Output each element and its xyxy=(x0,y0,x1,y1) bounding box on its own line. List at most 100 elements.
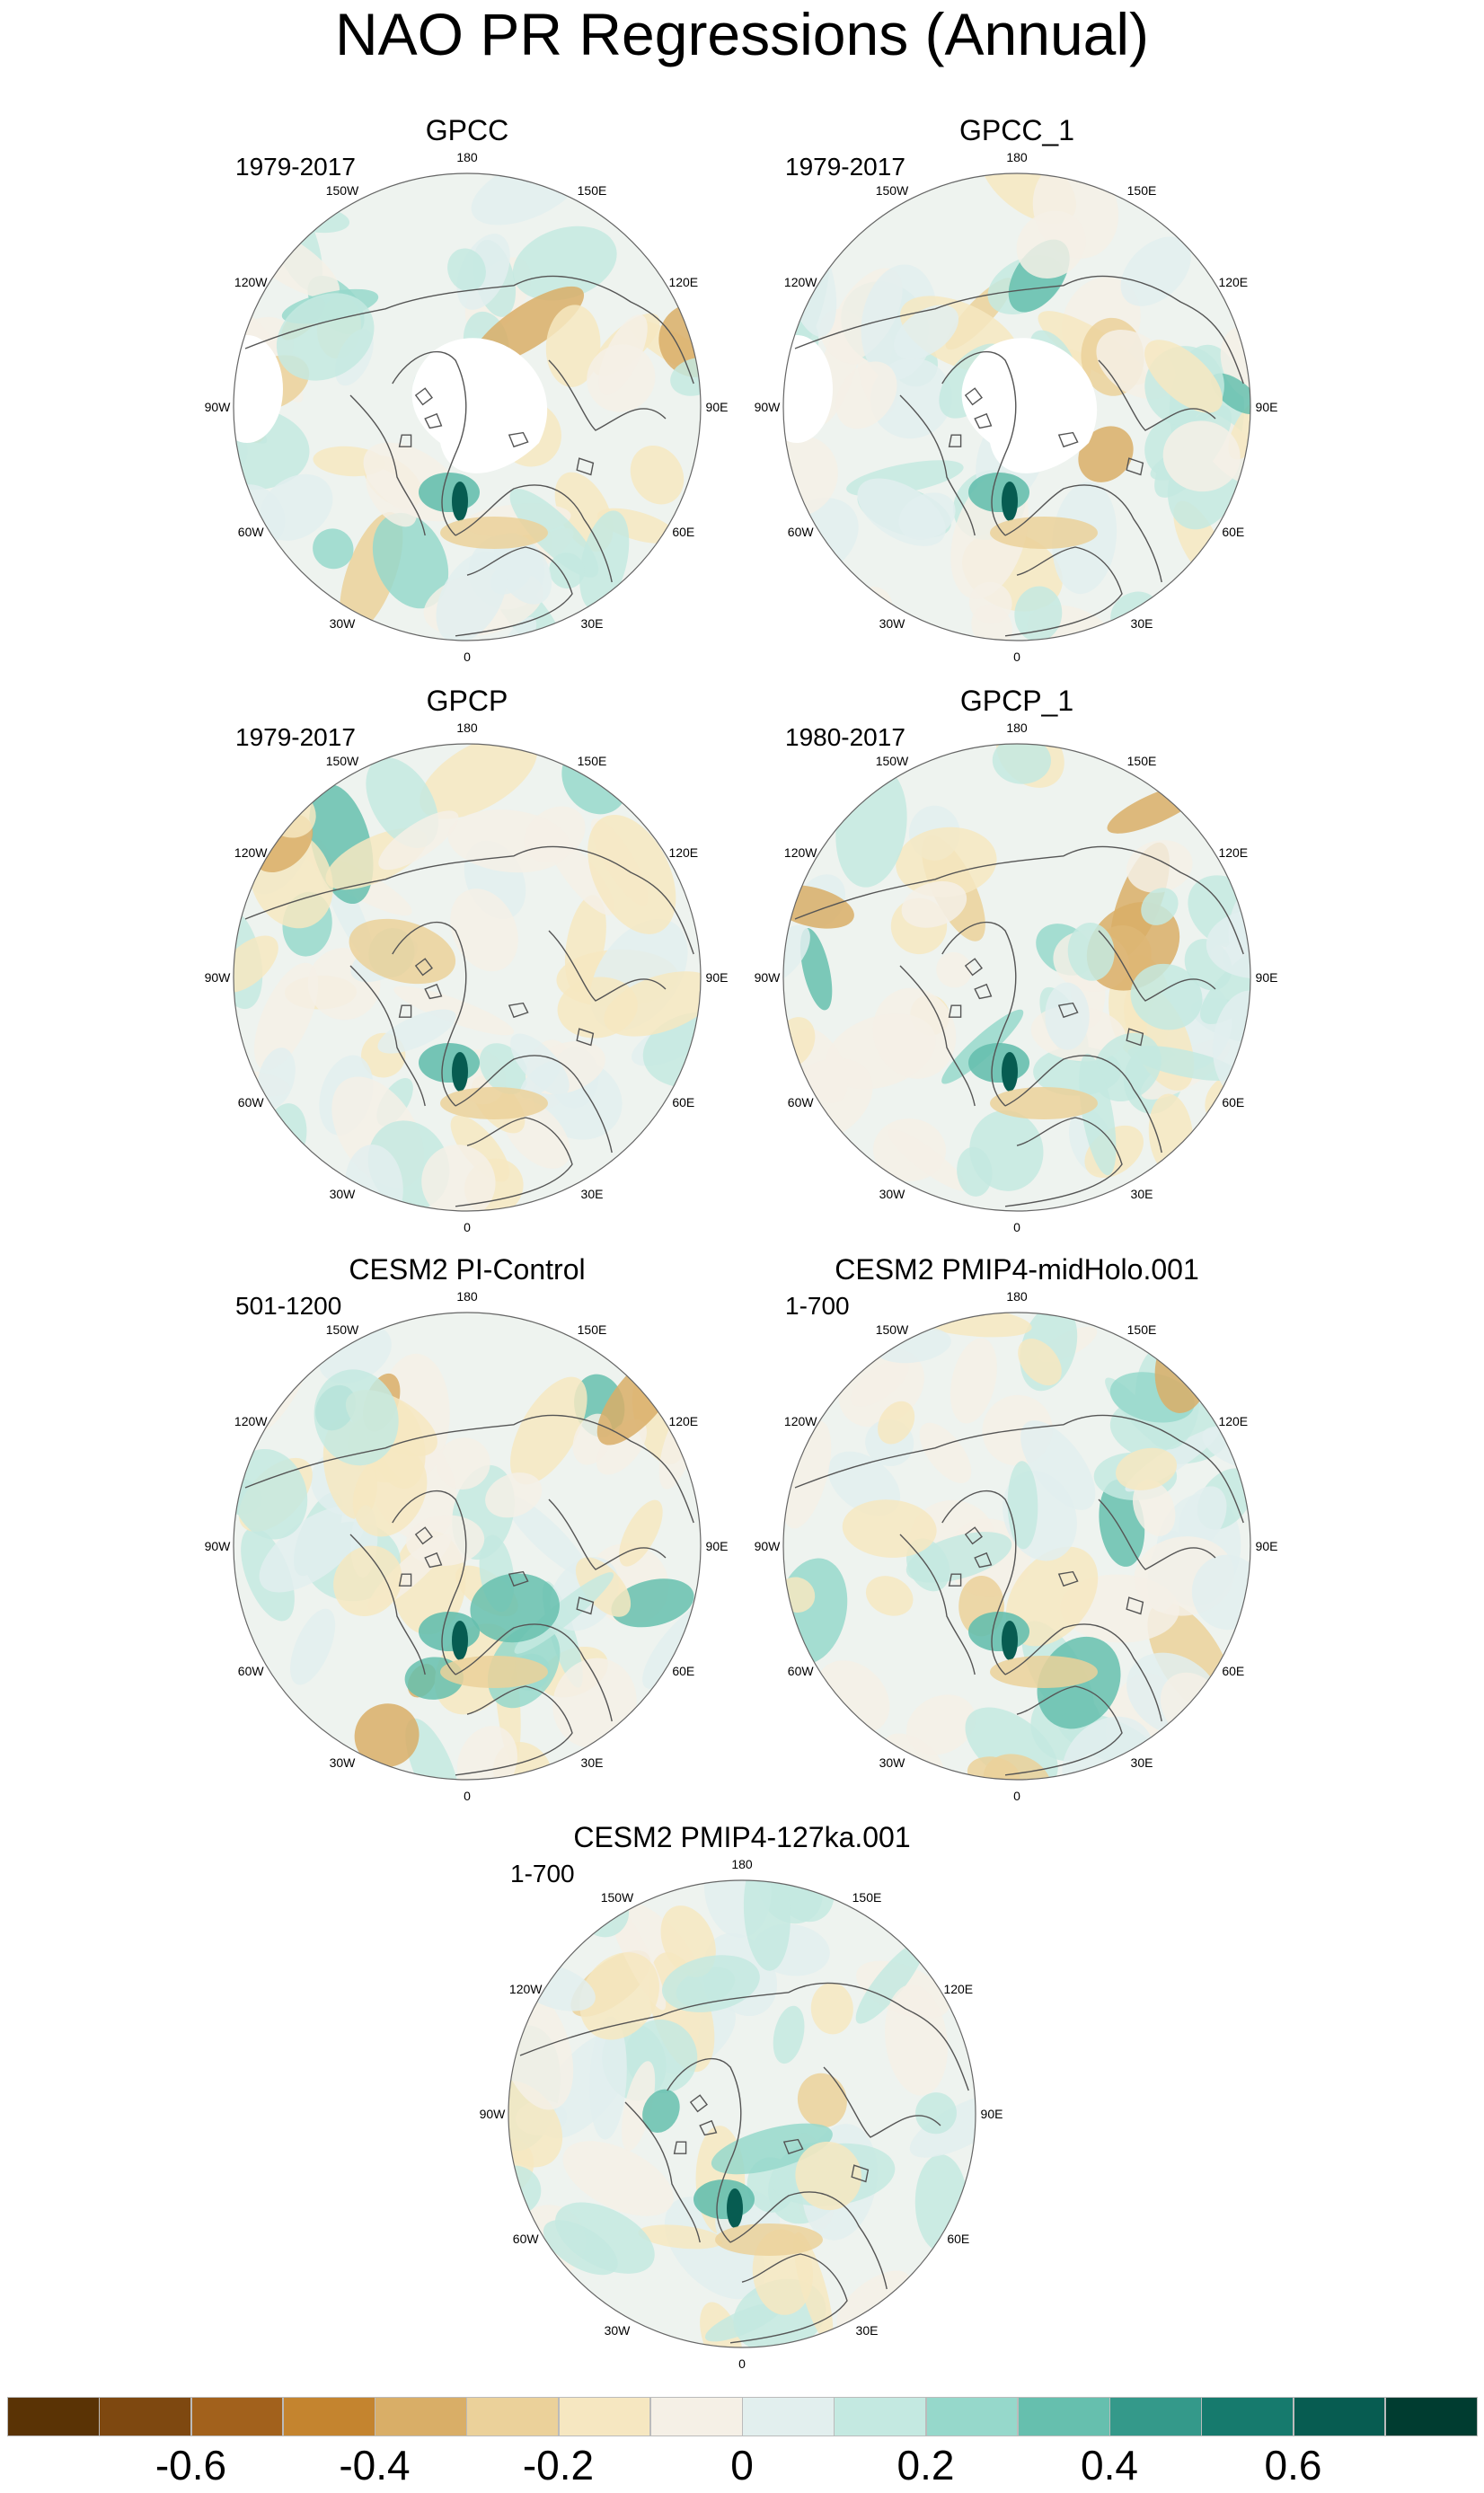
longitude-label: 60W xyxy=(238,1664,265,1678)
longitude-label: 0 xyxy=(1013,1220,1020,1234)
polar-map: 180 150E 120E 90E 60E 30E 0 30W 60W 90W 120W 150W xyxy=(755,720,1278,1234)
map-panel: 180 150E 120E 90E 60E 30E 0 30W 60W 90W 120W 150W CE… xyxy=(464,1819,1020,2371)
panel-title: GPCP_1 xyxy=(959,685,1074,717)
longitude-label: 120W xyxy=(234,845,268,860)
colorbar-swatch xyxy=(1384,2397,1478,2436)
longitude-label: 0 xyxy=(464,1789,471,1803)
longitude-label: 60W xyxy=(788,1095,815,1109)
map-panel: 180 150E 120E 90E 60E 30E 0 30W 60W 90W 120W 150W GP… xyxy=(189,683,746,1234)
longitude-label: 60E xyxy=(1222,1095,1244,1109)
longitude-label: 60E xyxy=(947,2232,969,2246)
longitude-label: 150E xyxy=(578,754,607,768)
colorbar-tick-label: 0.6 xyxy=(1264,2442,1322,2489)
panel-period: 1979-2017 xyxy=(235,723,356,751)
colorbar-swatch xyxy=(834,2397,926,2436)
longitude-label: 30E xyxy=(581,1755,604,1770)
longitude-label: 180 xyxy=(1006,1289,1028,1304)
colorbar-swatch xyxy=(1109,2397,1202,2436)
longitude-label: 60W xyxy=(788,525,815,539)
longitude-label: 30W xyxy=(330,1755,357,1770)
colorbar-swatch xyxy=(190,2397,284,2436)
longitude-label: 0 xyxy=(464,650,471,664)
longitude-label: 150E xyxy=(578,1322,607,1337)
longitude-label: 120E xyxy=(668,275,698,289)
longitude-label: 30W xyxy=(605,2323,632,2338)
longitude-label: 150W xyxy=(876,1322,909,1337)
longitude-label: 30E xyxy=(1131,1187,1153,1201)
longitude-label: 120E xyxy=(943,1982,973,1996)
longitude-label: 90E xyxy=(706,1539,729,1553)
longitude-label: 150W xyxy=(876,754,909,768)
colorbar-swatch xyxy=(375,2397,467,2436)
polar-map: 180 150E 120E 90E 60E 30E 0 30W 60W 90W 120W 150W xyxy=(205,1289,729,1803)
colorbar-swatch xyxy=(649,2397,743,2436)
colorbar-tick-label: -0.6 xyxy=(155,2442,227,2489)
colorbar-swatch xyxy=(1293,2397,1386,2436)
colorbar-swatch xyxy=(742,2397,835,2436)
colorbar-tick-label: -0.4 xyxy=(339,2442,411,2489)
longitude-label: 0 xyxy=(1013,1789,1020,1803)
panel-period: 1-700 xyxy=(510,1860,575,1887)
longitude-label: 60E xyxy=(672,1095,694,1109)
panel-title: CESM2 PMIP4-127ka.001 xyxy=(573,1821,911,1853)
colorbar-swatch xyxy=(558,2397,651,2436)
longitude-label: 0 xyxy=(1013,650,1020,664)
longitude-label: 180 xyxy=(1006,720,1028,735)
longitude-label: 30E xyxy=(1131,616,1153,631)
longitude-label: 150E xyxy=(852,1890,882,1905)
longitude-label: 120W xyxy=(784,1414,817,1428)
longitude-label: 90W xyxy=(205,970,232,985)
panel-period: 1979-2017 xyxy=(235,153,356,181)
longitude-label: 90W xyxy=(755,1539,782,1553)
colorbar-tick-label: 0.2 xyxy=(897,2442,955,2489)
longitude-label: 90E xyxy=(981,2107,1003,2121)
longitude-label: 30W xyxy=(330,1187,357,1201)
polar-map: 180 150E 120E 90E 60E 30E 0 30W 60W 90W 120W 150W xyxy=(205,150,729,664)
colorbar-tick-label: -0.2 xyxy=(522,2442,595,2489)
panel-title: CESM2 PI-Control xyxy=(349,1253,586,1286)
longitude-label: 90E xyxy=(1256,970,1278,985)
longitude-label: 150W xyxy=(601,1890,634,1905)
longitude-label: 90E xyxy=(706,400,729,414)
longitude-label: 150E xyxy=(578,183,607,198)
longitude-label: 150W xyxy=(326,183,359,198)
longitude-label: 60W xyxy=(238,1095,265,1109)
polar-map: 180 150E 120E 90E 60E 30E 0 30W 60W 90W 120W 150W xyxy=(755,150,1278,664)
longitude-label: 120W xyxy=(784,275,817,289)
colorbar-swatch xyxy=(925,2397,1019,2436)
longitude-label: 90W xyxy=(755,400,782,414)
longitude-label: 30E xyxy=(581,1187,604,1201)
polar-map: 180 150E 120E 90E 60E 30E 0 30W 60W 90W 120W 150W xyxy=(205,720,729,1234)
longitude-label: 90W xyxy=(480,2107,507,2121)
longitude-label: 120E xyxy=(668,845,698,860)
longitude-label: 150W xyxy=(326,754,359,768)
map-panel: 180 150E 120E 90E 60E 30E 0 30W 60W 90W 120W 150W CE… xyxy=(738,1251,1295,1803)
map-panel: 180 150E 120E 90E 60E 30E 0 30W 60W 90W 120W 150W GP… xyxy=(189,112,746,664)
colorbar-swatch xyxy=(7,2397,100,2436)
panel-period: 501-1200 xyxy=(235,1292,342,1320)
longitude-label: 60E xyxy=(1222,1664,1244,1678)
panel-title: GPCC xyxy=(425,114,509,146)
polar-map: 180 150E 120E 90E 60E 30E 0 30W 60W 90W 120W 150W xyxy=(480,1857,1003,2371)
longitude-label: 90W xyxy=(205,1539,232,1553)
longitude-label: 30W xyxy=(879,616,906,631)
longitude-label: 150E xyxy=(1127,754,1157,768)
longitude-label: 120W xyxy=(784,845,817,860)
figure-title: NAO PR Regressions (Annual) xyxy=(334,1,1150,67)
longitude-label: 90W xyxy=(205,400,232,414)
longitude-label: 30W xyxy=(330,616,357,631)
longitude-label: 120E xyxy=(1218,845,1248,860)
panel-period: 1979-2017 xyxy=(785,153,905,181)
longitude-label: 120W xyxy=(509,1982,543,1996)
longitude-label: 0 xyxy=(738,2356,746,2371)
longitude-label: 150E xyxy=(1127,1322,1157,1337)
colorbar-tick-label: 0.4 xyxy=(1081,2442,1138,2489)
longitude-label: 90W xyxy=(755,970,782,985)
colorbar-swatch xyxy=(466,2397,559,2436)
longitude-label: 150E xyxy=(1127,183,1157,198)
longitude-label: 120E xyxy=(1218,1414,1248,1428)
longitude-label: 120E xyxy=(1218,275,1248,289)
longitude-label: 120W xyxy=(234,1414,268,1428)
longitude-label: 60W xyxy=(788,1664,815,1678)
longitude-label: 30E xyxy=(581,616,604,631)
